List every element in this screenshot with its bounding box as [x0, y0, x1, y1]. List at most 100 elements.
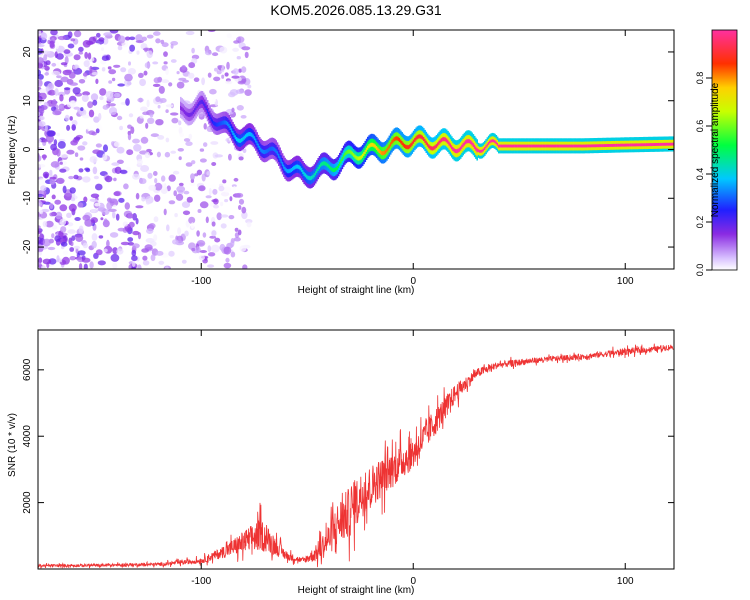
heatmap-ridge-cell: [344, 155, 346, 161]
heatmap-ridge-cell: [613, 137, 616, 141]
heatmap-ridge-cell: [473, 140, 476, 145]
heatmap-ridge-cell: [214, 125, 216, 131]
heatmap-ridge-cell: [227, 125, 229, 131]
heatmap-ridge-cell: [190, 116, 192, 121]
heatmap-ridge-cell: [579, 147, 581, 151]
heatmap-ridge-cell: [555, 141, 557, 145]
heatmap-ridge-cell: [551, 138, 554, 142]
heatmap-blob: [196, 240, 206, 247]
heatmap-ridge-cell: [185, 102, 187, 108]
heatmap-ridge-cell: [242, 140, 244, 146]
heatmap-ridge-cell: [255, 133, 257, 139]
heatmap-ridge-cell: [335, 174, 337, 180]
heatmap-ridge-cell: [375, 141, 378, 146]
heatmap-blob: [88, 130, 96, 135]
heatmap-ridge-cell: [552, 138, 555, 142]
heatmap-ridge-cell: [500, 147, 503, 151]
heatmap-blob: [57, 91, 66, 97]
heatmap-ridge-cell: [532, 144, 534, 148]
heatmap-ridge-cell: [260, 155, 262, 160]
heatmap-ridge-cell: [601, 149, 603, 153]
heatmap-ridge-cell: [237, 133, 239, 139]
heatmap-blob: [73, 106, 80, 110]
heatmap-ridge-cell: [341, 156, 344, 161]
heatmap-ridge-cell: [284, 166, 286, 171]
heatmap-ridge-cell: [559, 138, 561, 142]
heatmap-ridge-cell: [253, 135, 256, 141]
heatmap-ridge-cell: [434, 136, 436, 142]
heatmap-ridge-cell: [551, 141, 554, 145]
heatmap-ridge-cell: [215, 130, 218, 135]
heatmap-ridge-cell: [665, 136, 668, 140]
heatmap-ridge-cell: [443, 144, 445, 150]
heatmap-ridge-cell: [248, 135, 251, 141]
heatmap-ridge-cell: [584, 138, 587, 142]
heatmap-ridge-cell: [571, 138, 574, 142]
heatmap-ridge-cell: [438, 140, 440, 145]
heatmap-blob: [241, 66, 247, 73]
heatmap-ridge-cell: [407, 144, 410, 150]
heatmap-ridge-cell: [657, 136, 659, 141]
heatmap-ridge-cell: [477, 145, 480, 150]
heatmap-ridge-cell: [602, 149, 604, 153]
heatmap-ridge-cell: [589, 141, 592, 145]
heatmap-ridge-cell: [593, 149, 595, 154]
heatmap-blob: [82, 242, 88, 249]
heatmap-ridge-cell: [658, 139, 660, 143]
heatmap-ridge-cell: [356, 155, 359, 161]
heatmap-ridge-cell: [531, 147, 533, 151]
heatmap-ridge-cell: [206, 104, 209, 109]
heatmap-ridge-cell: [279, 151, 281, 157]
heatmap-ridge-cell: [639, 137, 641, 141]
heatmap-ridge-cell: [355, 159, 358, 164]
heatmap-blob: [78, 168, 84, 173]
heatmap-blob: [50, 161, 60, 168]
heatmap-ridge-cell: [322, 160, 325, 166]
heatmap-ridge-cell: [392, 137, 395, 143]
heatmap-ridge-cell: [575, 141, 578, 145]
heatmap-ridge-cell: [337, 155, 340, 160]
heatmap-ridge-cell: [276, 158, 279, 164]
heatmap-ridge-cell: [505, 141, 508, 145]
heatmap-ridge-cell: [440, 137, 443, 143]
heatmap-blob: [127, 242, 135, 246]
heatmap-ridge-cell: [255, 141, 257, 147]
heatmap-ridge-cell: [244, 141, 247, 147]
heatmap-ridge-cell: [527, 147, 529, 151]
heatmap-ridge-cell: [300, 158, 303, 164]
heatmap-ridge-cell: [247, 135, 250, 141]
heatmap-ridge-cell: [504, 147, 506, 151]
heatmap-ridge-cell: [412, 130, 415, 136]
heatmap-ridge-cell: [238, 142, 241, 147]
heatmap-ridge-cell: [569, 144, 571, 148]
heatmap-blob: [125, 166, 131, 172]
heatmap-ridge-cell: [311, 166, 313, 172]
heatmap-blob: [165, 266, 169, 269]
heatmap-ridge-cell: [449, 134, 452, 140]
heatmap-ridge-cell: [494, 142, 496, 146]
heatmap-blob: [232, 68, 239, 75]
heatmap-blob: [238, 68, 242, 73]
heatmap-ridge-cell: [576, 147, 579, 151]
heatmap-ridge-cell: [267, 151, 270, 157]
heatmap-ridge-cell: [473, 148, 476, 153]
heatmap-ridge-cell: [182, 111, 185, 117]
heatmap-ridge-cell: [644, 145, 646, 150]
heatmap-ridge-cell: [442, 132, 444, 138]
colorbar: 0.00.20.40.60.8 Normalized spectral ampl…: [695, 29, 738, 276]
heatmap-ridge-cell: [395, 144, 397, 149]
heatmap-ridge-cell: [659, 145, 662, 149]
heatmap-ridge-cell: [219, 112, 222, 118]
heatmap-ridge-cell: [252, 125, 255, 131]
heatmap-blob: [223, 246, 232, 255]
heatmap-ridge-cell: [440, 133, 443, 139]
heatmap-blob: [235, 89, 245, 94]
heatmap-ridge-cell: [237, 145, 239, 151]
heatmap-blob: [191, 160, 196, 165]
heatmap-ridge-cell: [437, 133, 439, 139]
heatmap-blob: [209, 88, 217, 95]
heatmap-blob: [74, 152, 79, 157]
heatmap-ridge-cell: [181, 102, 183, 107]
heatmap-ridge-cell: [587, 138, 589, 142]
